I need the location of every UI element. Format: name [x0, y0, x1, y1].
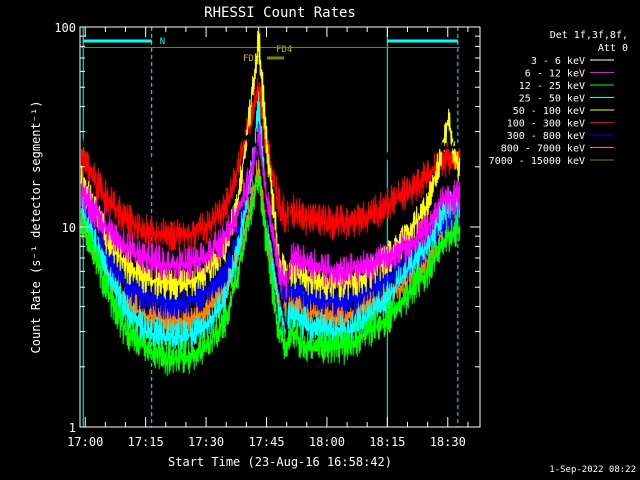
legend: Det 1f,3f,8f, Att 0 3 - 6 keV 6 - 12 keV12 …: [489, 30, 628, 167]
annotation-fd2-label: FD2: [243, 54, 259, 64]
legend-title-line: Det 1f,3f,8f,: [550, 30, 628, 41]
legend-entry-label: 12 - 25 keV: [519, 81, 585, 92]
series-line-50-100-keV: [80, 26, 461, 301]
x-axis-ticks: 17:00 17:15 17:30 17:45 18:00 18:15 18:30: [67, 27, 469, 449]
legend-entry-label: 100 - 300 keV: [507, 119, 585, 130]
series-line-6-12-keV: [80, 123, 461, 300]
legend-entry-label: 3 - 6 keV: [531, 56, 585, 67]
series-line-300-800-keV: [80, 129, 461, 320]
legend-title-line: Att 0: [598, 43, 628, 54]
legend-entry-label: 300 - 800 keV: [507, 131, 585, 142]
x-tick-label: 17:00: [67, 435, 103, 449]
timestamp-watermark: 1-Sep-2022 08:22: [549, 465, 636, 475]
plot-area: N FD2 FD4: [79, 26, 481, 428]
series-line-100-300-keV: [80, 77, 461, 254]
annotation-night-label: N: [160, 37, 165, 47]
legend-entry-label: 25 - 50 keV: [519, 94, 585, 105]
y-tick-label: 1: [69, 421, 76, 435]
legend-entry-label: 6 - 12 keV: [525, 69, 585, 80]
series-line-3-6-keV: [80, 133, 461, 331]
legend-entry-label: 50 - 100 keV: [513, 106, 585, 117]
x-tick-label: 18:30: [430, 435, 466, 449]
x-tick-label: 18:15: [369, 435, 405, 449]
annotation-fd4-label: FD4: [276, 45, 292, 55]
x-tick-label: 17:30: [188, 435, 224, 449]
y-axis-label: Count Rate (s⁻¹ detector segment⁻¹): [29, 101, 43, 354]
x-tick-label: 18:00: [309, 435, 345, 449]
y-tick-label: 100: [54, 21, 76, 35]
x-axis-label: Start Time (23-Aug-16 16:58:42): [168, 455, 392, 469]
chart-title: RHESSI Count Rates: [204, 5, 356, 21]
series-line-12-25-keV: [80, 167, 461, 377]
x-tick-label: 17:45: [248, 435, 284, 449]
legend-entry-label: 7000 - 15000 keV: [489, 156, 585, 167]
y-tick-label: 10: [62, 221, 76, 235]
legend-entry-label: 800 - 7000 keV: [501, 144, 585, 155]
x-tick-label: 17:15: [128, 435, 164, 449]
